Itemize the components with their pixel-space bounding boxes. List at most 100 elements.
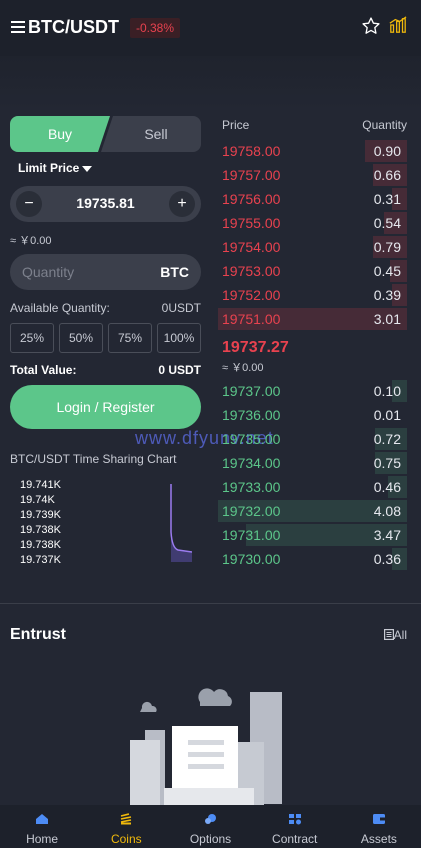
- quantity-input[interactable]: [22, 254, 142, 290]
- depth-bar: [390, 260, 407, 282]
- chart-title: BTC/USDT Time Sharing Chart: [10, 452, 177, 466]
- bid-row[interactable]: 19736.00 0.01: [218, 403, 407, 427]
- ask-price: 19754.00: [222, 239, 281, 255]
- ask-row[interactable]: 19758.00 0.90: [218, 139, 407, 163]
- header: BTC/USDT -0.38%: [0, 0, 421, 56]
- bid-row[interactable]: 19732.00 4.08: [218, 499, 407, 523]
- price-increase-button[interactable]: +: [169, 191, 195, 217]
- watermark: www.dfyunv.net: [135, 428, 274, 448]
- depth-bar: [374, 452, 407, 474]
- bid-row[interactable]: 19734.00 0.75: [218, 451, 407, 475]
- bid-price: 19732.00: [222, 503, 281, 519]
- depth-bar: [246, 524, 407, 546]
- orderbook-price-header: Price: [222, 118, 250, 132]
- available-value: 0USDT: [161, 301, 201, 315]
- trade-tabs: Buy Sell: [10, 116, 201, 152]
- wallet-icon: [372, 814, 385, 824]
- bid-row[interactable]: 19735.00 0.72: [218, 427, 407, 451]
- options-icon: [204, 814, 216, 824]
- tab-sell[interactable]: Sell: [101, 116, 201, 152]
- menu-icon[interactable]: [11, 21, 25, 33]
- ask-row[interactable]: 19751.00 3.01: [218, 307, 407, 331]
- entrust-title: Entrust: [10, 626, 66, 643]
- nav-label: Contract: [272, 832, 318, 846]
- quantity-field: BTC: [10, 254, 201, 290]
- caret-down-icon: [82, 165, 93, 172]
- ask-row[interactable]: 19755.00 0.54: [218, 211, 407, 235]
- order-type-label: Limit Price: [18, 161, 80, 175]
- percent-75-button[interactable]: 75%: [108, 323, 152, 353]
- kline-icon[interactable]: [389, 16, 407, 34]
- time-sharing-chart: [170, 484, 192, 562]
- orderbook-quantity-header: Quantity: [362, 118, 407, 132]
- entrust-all-link[interactable]: All: [383, 628, 407, 642]
- percent-25-button[interactable]: 25%: [10, 323, 54, 353]
- ask-price: 19758.00: [222, 143, 281, 159]
- last-price: 19737.27: [222, 339, 289, 356]
- bid-quantity: 0.01: [373, 407, 401, 423]
- bid-row[interactable]: 19730.00 0.36: [218, 547, 407, 571]
- ask-quantity: 0.31: [373, 191, 401, 207]
- bid-price: 19734.00: [222, 455, 281, 471]
- change-badge: -0.38%: [130, 18, 181, 38]
- depth-bar: [384, 212, 407, 234]
- nav-label: Assets: [360, 832, 397, 846]
- ask-row[interactable]: 19757.00 0.66: [218, 163, 407, 187]
- chart-label: 19.737K: [20, 554, 61, 566]
- ask-row[interactable]: 19756.00 0.31: [218, 187, 407, 211]
- nav-label: Options: [189, 832, 232, 846]
- chart-label: 19.739K: [20, 509, 61, 521]
- ask-price: 19755.00: [222, 215, 281, 231]
- nav-home[interactable]: Home: [0, 805, 84, 848]
- depth-bar: [374, 428, 407, 450]
- price-input[interactable]: 19735.81: [76, 195, 135, 211]
- list-icon: [383, 629, 394, 641]
- percent-100-button[interactable]: 100%: [157, 323, 201, 353]
- percent-50-button[interactable]: 50%: [59, 323, 103, 353]
- bid-row[interactable]: 19737.00 0.10: [218, 379, 407, 403]
- bid-quantity: 0.36: [373, 551, 401, 567]
- bid-quantity: 0.10: [373, 383, 401, 399]
- nav-coins[interactable]: Coins: [84, 805, 168, 848]
- ask-row[interactable]: 19753.00 0.45: [218, 259, 407, 283]
- ask-quantity: 0.39: [373, 287, 401, 303]
- star-icon[interactable]: [361, 16, 381, 36]
- chart-label: 19.738K: [20, 539, 61, 551]
- home-icon: [36, 814, 49, 824]
- bid-price: 19737.00: [222, 383, 281, 399]
- tab-buy[interactable]: Buy: [10, 116, 110, 152]
- ask-quantity: 0.90: [373, 143, 401, 159]
- login-register-button[interactable]: Login / Register: [10, 385, 201, 429]
- last-price-cny: ≈ ￥0.00: [222, 362, 264, 374]
- depth-bar: [391, 284, 407, 306]
- ask-quantity: 0.66: [373, 167, 401, 183]
- top-band: [0, 56, 421, 110]
- ask-price: 19757.00: [222, 167, 281, 183]
- price-decrease-button[interactable]: −: [16, 191, 42, 217]
- bid-row[interactable]: 19733.00 0.46: [218, 475, 407, 499]
- ask-price: 19756.00: [222, 191, 281, 207]
- total-label: Total Value:: [10, 363, 77, 377]
- order-type-select[interactable]: Limit Price: [18, 161, 93, 175]
- depth-bar: [218, 500, 407, 522]
- available-label: Available Quantity:: [10, 301, 110, 315]
- price-cny-estimate: ≈ ￥0.00: [10, 235, 52, 247]
- coins-icon: [121, 813, 132, 825]
- bid-quantity: 0.72: [373, 431, 401, 447]
- nav-assets[interactable]: Assets: [337, 805, 421, 848]
- ask-row[interactable]: 19752.00 0.39: [218, 283, 407, 307]
- depth-bar: [218, 308, 407, 330]
- section-divider: [0, 603, 421, 604]
- depth-bar: [365, 140, 407, 162]
- depth-bar: [388, 476, 407, 498]
- bid-quantity: 0.75: [373, 455, 401, 471]
- pair-title[interactable]: BTC/USDT: [28, 17, 119, 37]
- bid-price: 19730.00: [222, 551, 281, 567]
- bid-row[interactable]: 19731.00 3.47: [218, 523, 407, 547]
- chart-price-labels: 19.741K 19.74K 19.739K 19.738K 19.738K 1…: [20, 478, 61, 568]
- contract-icon: [288, 814, 301, 825]
- ask-row[interactable]: 19754.00 0.79: [218, 235, 407, 259]
- nav-options[interactable]: Options: [168, 805, 252, 848]
- nav-contract[interactable]: Contract: [253, 805, 337, 848]
- quantity-unit: BTC: [160, 264, 189, 280]
